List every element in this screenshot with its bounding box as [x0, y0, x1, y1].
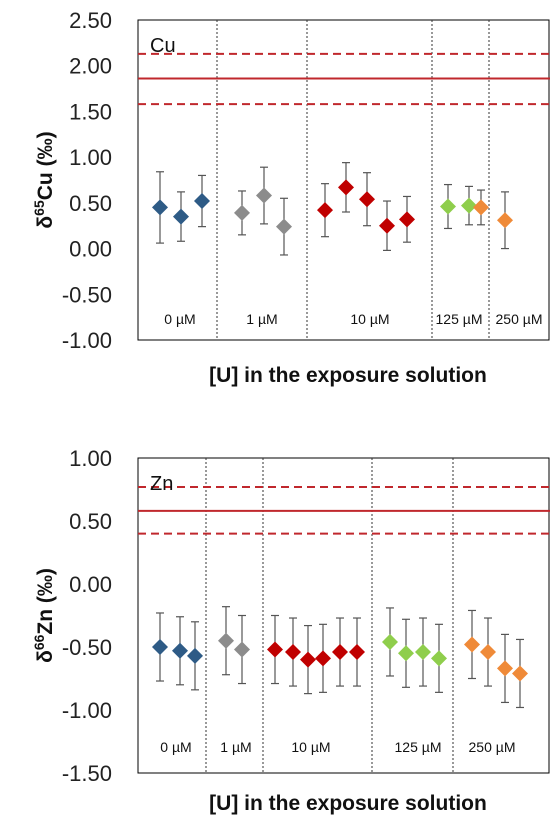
data-point-diamond — [317, 202, 333, 219]
data-point-diamond — [194, 193, 210, 210]
group-label: 125 µM — [436, 311, 483, 327]
data-point-diamond — [173, 208, 189, 225]
data-point-diamond — [218, 632, 234, 649]
y-tick-label: 2.00 — [69, 54, 112, 79]
data-point-diamond — [276, 218, 292, 235]
y-tick-label: 0.50 — [69, 509, 112, 534]
y-tick-label: -0.50 — [62, 282, 112, 307]
data-point-diamond — [172, 642, 188, 659]
data-point-diamond — [187, 647, 203, 664]
data-point-diamond — [332, 644, 348, 661]
y-tick-label: -1.00 — [62, 328, 112, 353]
group-label: 1 µM — [220, 739, 251, 755]
data-point-diamond — [285, 644, 301, 661]
data-point-diamond — [256, 187, 272, 204]
data-point-diamond — [300, 651, 316, 668]
data-point-diamond — [497, 660, 513, 677]
data-point-diamond — [359, 191, 375, 208]
data-point-diamond — [399, 211, 415, 228]
data-point-diamond — [234, 204, 250, 221]
group-label: 1 µM — [246, 311, 277, 327]
data-point-diamond — [461, 197, 477, 214]
data-point-diamond — [382, 633, 398, 650]
data-point-diamond — [379, 217, 395, 234]
group-label: 10 µM — [350, 311, 389, 327]
y-tick-label: 1.00 — [69, 446, 112, 471]
y-axis-label: δ66Zn (‰) — [31, 568, 57, 663]
x-axis-label: [U] in the exposure solution — [209, 792, 487, 815]
data-point-diamond — [152, 639, 168, 655]
data-point-diamond — [234, 641, 250, 658]
panel-label: Cu — [150, 35, 176, 57]
group-label: 10 µM — [291, 739, 330, 755]
y-axis-label: δ65Cu (‰) — [31, 131, 57, 228]
data-point-diamond — [473, 199, 489, 216]
data-point-diamond — [480, 644, 496, 661]
y-tick-label: 0.50 — [69, 191, 112, 216]
group-label: 250 µM — [496, 311, 543, 327]
panel-label: Zn — [150, 473, 173, 495]
data-point-diamond — [415, 644, 431, 661]
y-tick-label: -1.50 — [62, 761, 112, 786]
data-point-diamond — [152, 199, 168, 216]
y-tick-label: -1.00 — [62, 698, 112, 723]
y-tick-label: 1.50 — [69, 99, 112, 124]
data-point-diamond — [464, 636, 480, 653]
data-point-diamond — [398, 645, 414, 662]
data-point-diamond — [315, 650, 331, 667]
y-tick-label: 1.00 — [69, 145, 112, 170]
cu-panel: 2.50 2.00 1.50 1.00 0.50 0.00 -0.50 -1.00 Cu 0 µM… — [31, 8, 550, 387]
plot-frame — [137, 457, 550, 774]
x-axis-label: [U] in the exposure solution — [209, 364, 487, 387]
data-point-diamond — [431, 650, 447, 667]
data-point-diamond — [267, 641, 283, 658]
plot-frame — [137, 19, 550, 341]
data-point-diamond — [440, 198, 456, 215]
data-point-diamond — [512, 665, 528, 682]
group-label: 0 µM — [160, 739, 191, 755]
y-tick-label: 0.00 — [69, 237, 112, 262]
group-label: 125 µM — [395, 739, 442, 755]
y-tick-label: -0.50 — [62, 635, 112, 660]
y-tick-label: 2.50 — [69, 8, 112, 33]
y-tick-label: 0.00 — [69, 572, 112, 597]
group-label: 250 µM — [469, 739, 516, 755]
data-point-diamond — [349, 644, 365, 661]
data-point-diamond — [338, 179, 354, 196]
group-label: 0 µM — [164, 311, 195, 327]
zn-panel: 1.00 0.50 0.00 -0.50 -1.00 -1.50 Zn 0 µM 1 µM 10 … — [31, 446, 550, 815]
data-point-diamond — [497, 212, 513, 229]
